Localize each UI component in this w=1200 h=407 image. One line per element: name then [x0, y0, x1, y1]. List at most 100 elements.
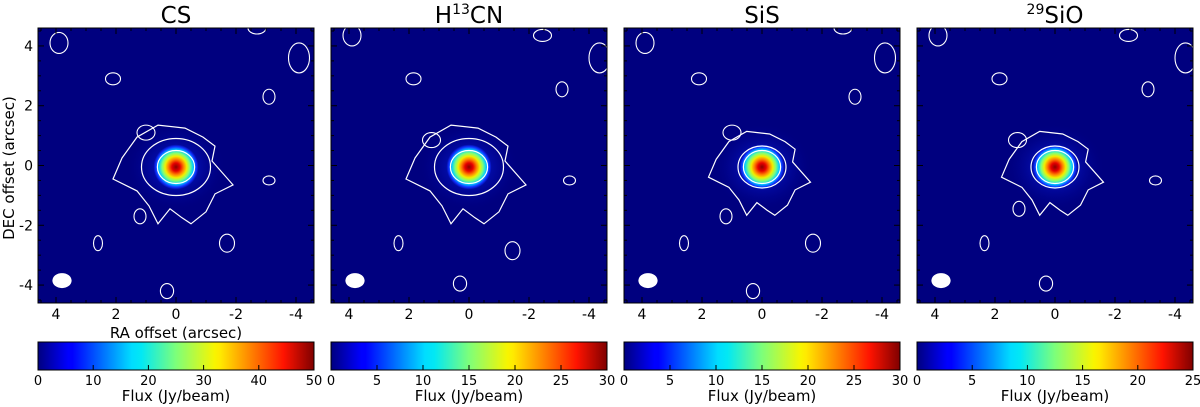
colorbar-tick-label: 10: [708, 374, 725, 389]
colorbar-tick-label: 0: [34, 374, 42, 389]
x-tick-label: 0: [758, 307, 767, 323]
contour-blob: [532, 28, 553, 43]
contour-inner: [449, 149, 489, 185]
y-tick-label: -2: [19, 218, 33, 234]
x-axis-label: RA offset (arcsec): [110, 324, 242, 342]
x-tick-label: 2: [112, 307, 121, 323]
panel-title: SiS: [744, 3, 780, 29]
colorbar-tick-label: 20: [507, 374, 524, 389]
colorbar-tick-label: 15: [461, 374, 478, 389]
x-tick-label: -2: [1108, 307, 1122, 323]
contour-blob: [690, 72, 708, 86]
contour-blob: [421, 132, 442, 149]
contour-blob: [452, 275, 468, 292]
colorbar-tick-label: 0: [913, 374, 921, 389]
colorbar-tick-label: 40: [251, 374, 268, 389]
contour-blob: [1141, 81, 1155, 98]
contour-blob: [247, 28, 267, 35]
title-text: CS: [161, 3, 192, 29]
colorbar-tick-label: 20: [1130, 374, 1147, 389]
contour-blob: [635, 31, 655, 54]
x-tick-label: 4: [52, 307, 61, 323]
contour-blob: [1007, 132, 1028, 149]
x-tick-label: 4: [931, 307, 940, 323]
emission-peak: [1032, 144, 1078, 190]
contour-blob: [991, 72, 1008, 86]
contour-inner: [742, 149, 782, 185]
contour-blob: [928, 28, 948, 47]
plot-body: [928, 28, 1193, 292]
contour-blob: [136, 124, 156, 141]
panel-title: H13CN: [435, 2, 503, 29]
contour-outer: [405, 124, 527, 225]
contour-blob: [287, 42, 311, 74]
emission-peak: [739, 144, 785, 190]
panel-title: CS: [161, 3, 192, 29]
plot-body: [49, 28, 311, 300]
x-tick-label: 2: [405, 307, 414, 323]
contour-mid: [1030, 145, 1080, 189]
x-tick-label: 2: [991, 307, 1000, 323]
colorbar-tick-label: 25: [846, 374, 863, 389]
x-tick-label: -4: [875, 307, 889, 323]
colorbar-tick-label: 0: [327, 374, 335, 389]
colorbar-tick-label: 20: [140, 374, 157, 389]
contour-outer: [707, 130, 812, 217]
y-axis-label: DEC offset (arcsec): [0, 96, 18, 240]
plot-body: [342, 28, 607, 292]
x-tick-label: -4: [289, 307, 303, 323]
title-text: H: [435, 3, 452, 29]
y-tick-label: 0: [24, 159, 33, 175]
colorbar-label: Flux (Jy/beam): [122, 387, 231, 405]
x-tick-label: 4: [638, 307, 647, 323]
contour-blob: [848, 88, 862, 105]
contour-blob: [804, 233, 822, 253]
contour-blob: [555, 81, 569, 98]
colorbar-label: Flux (Jy/beam): [1001, 387, 1110, 405]
contour-blob: [1012, 200, 1026, 217]
contour-blob: [719, 208, 733, 225]
emission-peak: [153, 144, 199, 190]
contour-mid: [433, 137, 505, 197]
x-tick-label: 0: [1051, 307, 1060, 323]
colorbar-label: Flux (Jy/beam): [415, 387, 524, 405]
contour-mid: [140, 137, 212, 197]
colorbar-tick-label: 20: [800, 374, 817, 389]
contour-blob: [159, 282, 175, 300]
contour-mid: [737, 145, 787, 189]
contour-inner: [156, 149, 196, 185]
x-tick-label: -2: [815, 307, 829, 323]
title-superscript: 29: [1027, 2, 1045, 18]
colorbar-tick-label: 15: [1074, 374, 1091, 389]
x-tick-label: -2: [522, 307, 536, 323]
colorbar-tick-label: 5: [968, 374, 976, 389]
x-tick-label: 0: [172, 307, 181, 323]
x-tick-label: 2: [698, 307, 707, 323]
contour-blob: [1174, 42, 1193, 74]
colorbar-tick-label: 25: [1185, 374, 1200, 389]
contour-blob: [262, 88, 276, 105]
beam-ellipse: [638, 273, 658, 289]
colorbar-label: Flux (Jy/beam): [708, 387, 817, 405]
contour-blob: [1118, 28, 1139, 43]
colorbar-tick-label: 30: [195, 374, 212, 389]
beam-ellipse: [931, 273, 951, 289]
contour-blob: [405, 72, 422, 86]
beam-ellipse: [52, 273, 72, 289]
y-tick-label: 4: [24, 39, 33, 55]
colorbar-tick-label: 5: [373, 374, 381, 389]
colorbar-tick-label: 30: [599, 374, 616, 389]
colorbar-tick-label: 10: [85, 374, 102, 389]
contour-blob: [979, 235, 990, 252]
colorbar: [37, 341, 315, 371]
x-tick-label: -2: [229, 307, 243, 323]
emission-peak: [446, 144, 492, 190]
contour-inner: [1035, 149, 1075, 185]
colorbar-tick-label: 15: [754, 374, 771, 389]
contour-blob: [92, 235, 104, 252]
colorbar-tick-label: 5: [666, 374, 674, 389]
